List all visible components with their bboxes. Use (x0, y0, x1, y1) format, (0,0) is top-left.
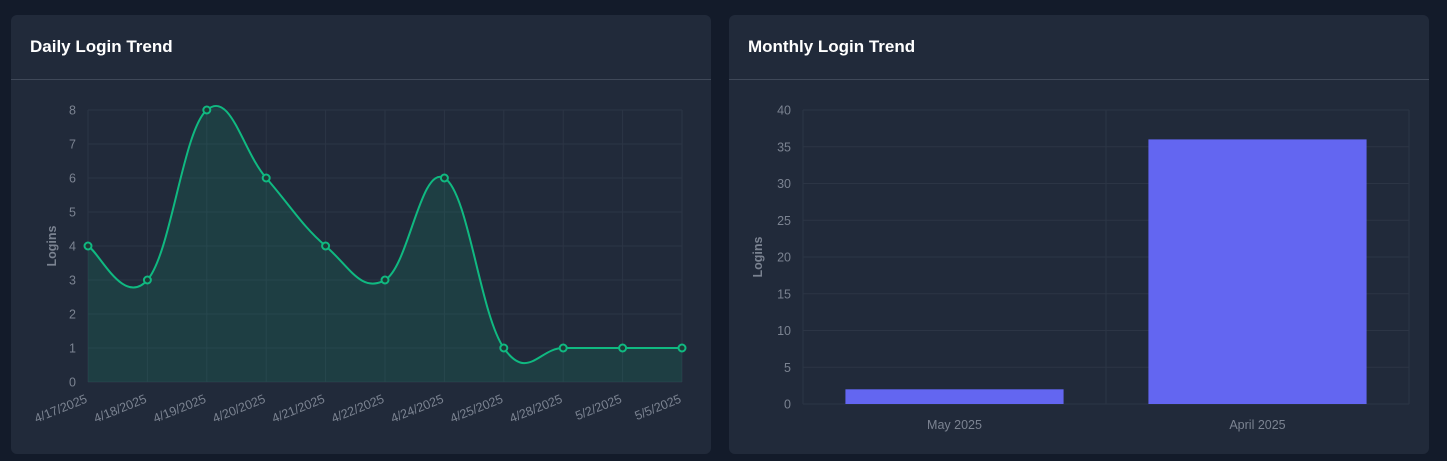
y-tick-label: 15 (777, 287, 791, 301)
y-tick-label: 25 (777, 214, 791, 228)
daily-login-title: Daily Login Trend (30, 37, 173, 56)
data-point (558, 343, 568, 353)
data-point (202, 105, 212, 115)
x-tick-label: 4/21/2025 (270, 392, 327, 426)
daily-login-chart: 0 1 2 3 4 5 6 7 8 4/17/2025 4/18/2025 4/19/2025 4/20… (32, 104, 687, 426)
y-axis-label: Logins (751, 236, 765, 277)
y-tick-label: 4 (69, 240, 76, 254)
y-tick-label: 0 (784, 398, 791, 412)
y-tick-label: 40 (777, 104, 791, 118)
y-tick-label: 35 (777, 140, 791, 154)
y-tick-label: 0 (69, 376, 76, 390)
data-point (321, 241, 331, 251)
monthly-login-title: Monthly Login Trend (748, 37, 916, 56)
data-point (142, 275, 152, 285)
x-tick-label: 4/25/2025 (448, 392, 505, 426)
data-point (618, 343, 628, 353)
y-tick-label: 5 (69, 206, 76, 220)
y-tick-label: 2 (69, 308, 76, 322)
y-tick-label: 3 (69, 274, 76, 288)
x-tick-label: 4/20/2025 (211, 392, 268, 426)
data-point (83, 241, 93, 251)
bar-april-2025 (1148, 139, 1367, 404)
y-axis-label: Logins (45, 225, 59, 266)
x-tick-label: May 2025 (927, 418, 982, 432)
y-tick-label: 5 (784, 361, 791, 375)
x-tick-label: 5/2/2025 (573, 392, 623, 423)
line-area-fill (88, 105, 682, 383)
y-tick-label: 10 (777, 324, 791, 338)
x-tick-label: 4/28/2025 (508, 392, 565, 426)
x-tick-label: 5/5/2025 (633, 392, 683, 423)
data-point (380, 275, 390, 285)
x-tick-label: April 2025 (1229, 418, 1285, 432)
data-point (261, 173, 271, 183)
y-tick-label: 20 (777, 251, 791, 265)
monthly-login-header: Monthly Login Trend (729, 15, 1429, 80)
daily-login-card: Daily Login Trend 0 1 2 3 4 5 6 7 8 4/17/2025 4/18… (11, 15, 711, 454)
y-tick-label: 30 (777, 177, 791, 191)
x-tick-label: 4/18/2025 (92, 392, 149, 426)
daily-login-header: Daily Login Trend (11, 15, 711, 80)
data-point (499, 343, 509, 353)
x-tick-label: 4/24/2025 (389, 392, 446, 426)
x-tick-label: 4/19/2025 (151, 392, 208, 426)
y-tick-label: 1 (69, 342, 76, 356)
bar-may-2025 (845, 389, 1064, 404)
y-tick-label: 8 (69, 104, 76, 118)
data-point (677, 343, 687, 353)
y-tick-label: 7 (69, 138, 76, 152)
data-point (439, 173, 449, 183)
x-tick-label: 4/22/2025 (329, 392, 386, 426)
monthly-login-card: Monthly Login Trend 0 5 10 15 20 25 30 35 40 May … (729, 15, 1429, 454)
monthly-login-chart: 0 5 10 15 20 25 30 35 40 May 2025 April 2025 Logins (751, 104, 1410, 432)
x-tick-label: 4/17/2025 (32, 392, 89, 426)
y-tick-label: 6 (69, 172, 76, 186)
